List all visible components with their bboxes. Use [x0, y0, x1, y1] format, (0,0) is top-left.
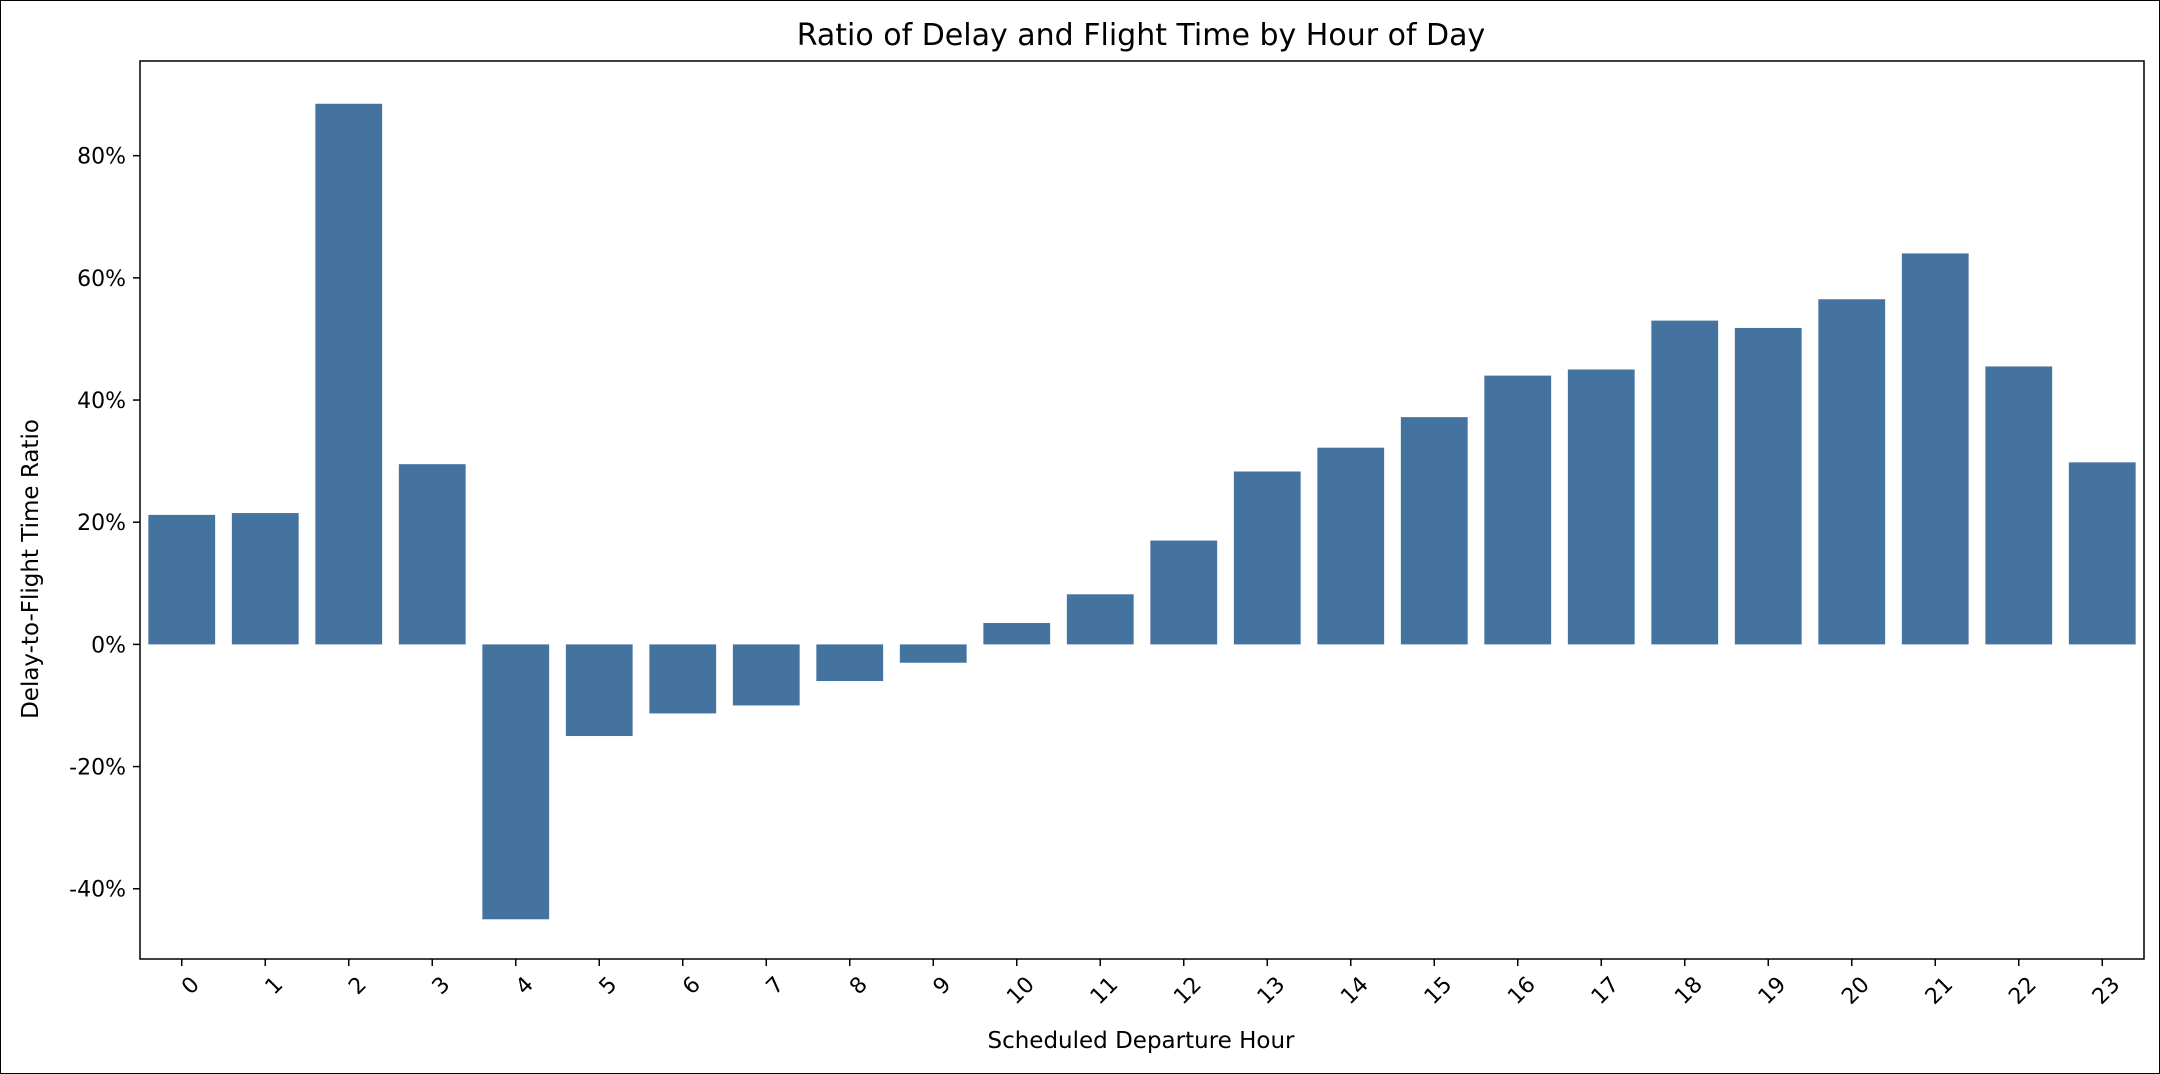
- bar-hour-23: [2068, 462, 2136, 645]
- x-tick-label: 4: [511, 972, 539, 1000]
- y-tick-label: 80%: [77, 145, 126, 170]
- y-tick-label: 20%: [77, 511, 126, 536]
- x-tick-label: 10: [1002, 972, 1039, 1009]
- x-tick-label: 21: [1921, 972, 1958, 1009]
- y-axis-label: Delay-to-Flight Time Ratio: [18, 419, 44, 719]
- x-tick-label: 11: [1086, 972, 1123, 1009]
- bar-hour-9: [899, 644, 967, 663]
- bar-hour-1: [231, 513, 299, 645]
- x-tick-label: 13: [1253, 972, 1290, 1009]
- x-tick-label: 6: [678, 972, 706, 1000]
- x-tick-label: 23: [2088, 972, 2125, 1009]
- x-tick-label: 5: [595, 972, 623, 1000]
- x-tick-label: 2: [344, 972, 372, 1000]
- bars-group: [148, 103, 2136, 920]
- x-tick-label: 14: [1336, 972, 1373, 1009]
- bar-hour-4: [482, 644, 550, 920]
- bar-hour-3: [398, 464, 466, 645]
- x-axis: 0 1 2 3 4 5 6 7 8 9 10 11 12 13 14 15 16 17 18 19 20 21 22 23: [177, 959, 2125, 1010]
- bar-hour-5: [565, 644, 633, 737]
- y-tick-label: -20%: [69, 756, 126, 781]
- bar-hour-20: [1818, 299, 1886, 645]
- bar-hour-17: [1567, 369, 1635, 645]
- chart-title: Ratio of Delay and Flight Time by Hour o…: [797, 18, 1486, 53]
- x-axis-label: Scheduled Departure Hour: [987, 1028, 1295, 1054]
- x-tick-label: 18: [1670, 972, 1707, 1009]
- x-tick-label: 0: [177, 972, 205, 1000]
- bar-hour-11: [1066, 594, 1134, 645]
- y-tick-label: 40%: [77, 389, 126, 414]
- bar-hour-2: [315, 103, 383, 645]
- x-tick-label: 8: [845, 972, 873, 1000]
- bar-hour-16: [1484, 375, 1552, 645]
- bar-hour-18: [1651, 320, 1719, 645]
- x-tick-label: 1: [261, 972, 289, 1000]
- bar-hour-10: [983, 623, 1051, 645]
- plot-area-frame: [139, 60, 2145, 960]
- bar-hour-22: [1985, 366, 2053, 645]
- x-tick-label: 20: [1837, 972, 1874, 1009]
- bar-hour-0: [148, 514, 216, 645]
- y-tick-label: 0%: [91, 633, 126, 658]
- bar-hour-6: [649, 644, 717, 714]
- y-tick-label: -40%: [69, 878, 126, 903]
- x-tick-label: 19: [1754, 972, 1791, 1009]
- bar-hour-21: [1901, 253, 1969, 645]
- x-tick-label: 7: [762, 972, 790, 1000]
- bar-hour-19: [1734, 327, 1802, 645]
- x-tick-label: 17: [1587, 972, 1624, 1009]
- x-tick-label: 12: [1169, 972, 1206, 1009]
- bar-hour-8: [816, 644, 884, 682]
- x-tick-label: 15: [1420, 972, 1457, 1009]
- bar-hour-12: [1150, 540, 1218, 645]
- y-axis: -40% -20% 0% 20% 40% 60% 80%: [69, 145, 140, 903]
- y-tick-label: 60%: [77, 267, 126, 292]
- bar-hour-13: [1233, 471, 1301, 645]
- x-tick-label: 16: [1503, 972, 1540, 1009]
- bar-hour-7: [732, 644, 800, 706]
- bar-hour-14: [1317, 447, 1385, 645]
- x-tick-label: 3: [428, 972, 456, 1000]
- bar-hour-15: [1400, 417, 1468, 645]
- x-tick-label: 22: [2004, 972, 2041, 1009]
- x-tick-label: 9: [929, 972, 957, 1000]
